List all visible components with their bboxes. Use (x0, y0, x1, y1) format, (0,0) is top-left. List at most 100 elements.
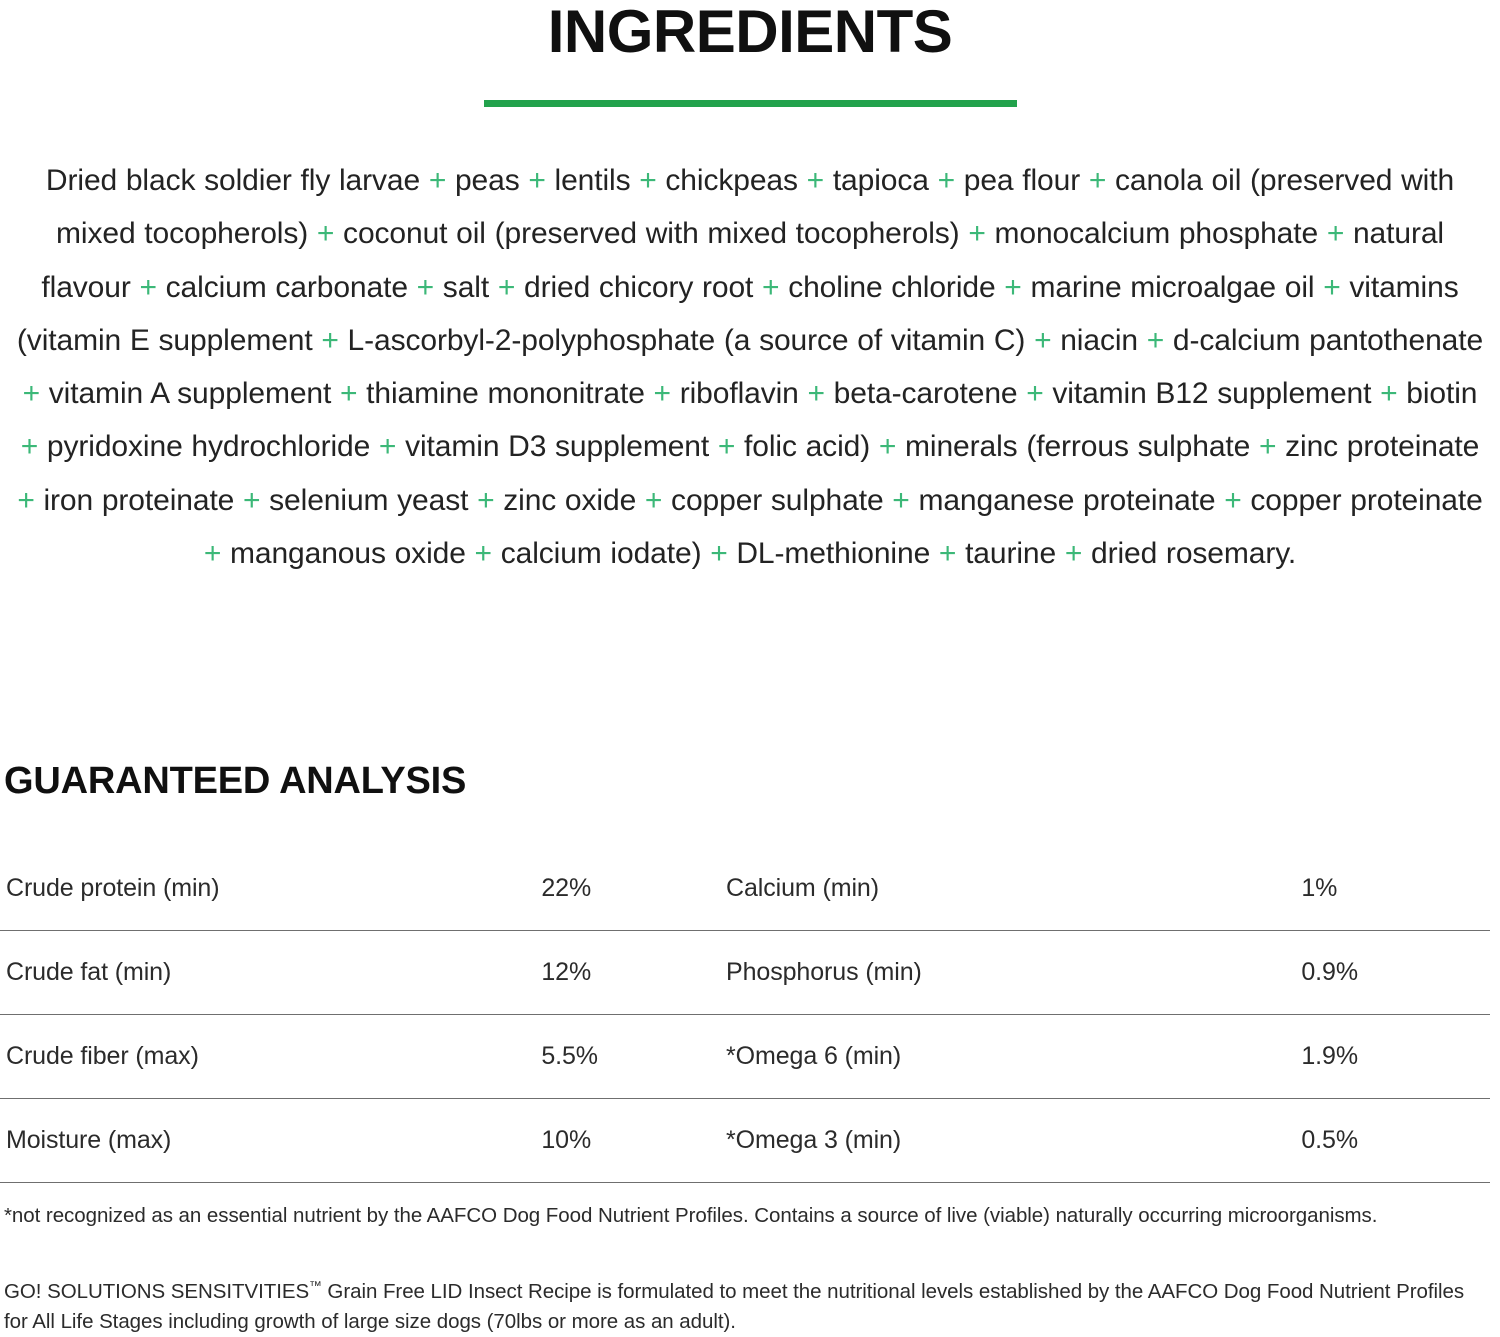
aafco-statement: GO! SOLUTIONS SENSITVITIES™ Grain Free L… (4, 1277, 1484, 1337)
ingredient-item: chickpeas (665, 164, 798, 197)
ingredient-item: canola oil (preserved with mixed tocophe… (56, 164, 1455, 251)
ingredient-item: lentils (554, 164, 631, 197)
ingredient-item: copper proteinate (1250, 483, 1483, 517)
ingredient-item: taurine (965, 537, 1057, 571)
ingredient-item: calcium carbonate (165, 270, 408, 304)
ingredient-separator: + (798, 377, 834, 411)
ingredient-separator: + (22, 377, 49, 411)
ingredient-separator: + (701, 537, 737, 571)
ingredient-item: zinc oxide (503, 483, 637, 517)
ingredient-item: thiamine mononitrate (366, 377, 645, 411)
ingredient-separator: + (17, 483, 44, 517)
ingredient-separator: + (870, 430, 906, 464)
nutrient-value: 1.9% (1301, 1042, 1358, 1070)
ingredient-item: monocalcium phosphate (994, 217, 1319, 251)
ingredient-item: vitamins (vitamin E supplement (16, 270, 1459, 357)
ingredient-item: pyridoxine hydrochloride (46, 430, 371, 464)
page-title: INGREDIENTS (547, 0, 953, 65)
ingredient-separator: + (1250, 430, 1286, 464)
ingredient-separator: + (1056, 537, 1091, 571)
ingredient-separator: + (312, 323, 348, 357)
ingredient-separator: + (930, 537, 966, 571)
nutrient-value: 10% (541, 1126, 592, 1154)
ingredient-separator: + (203, 537, 230, 571)
ingredient-item: iron proteinate (43, 483, 235, 517)
ingredient-item: pea flour (963, 164, 1081, 197)
nutrient-value: 5.5% (541, 1042, 598, 1070)
ingredient-item: biotin (1406, 377, 1478, 411)
ingredient-separator: + (883, 483, 919, 517)
ingredient-separator: + (995, 270, 1031, 304)
ingredient-separator: + (630, 164, 666, 197)
guaranteed-analysis-section: GUARANTEED ANALYSIS Crude protein (min) 2… (0, 762, 1500, 1183)
ingredient-separator: + (1318, 217, 1353, 251)
asterisk-footnote: *not recognized as an essential nutrient… (4, 1204, 1378, 1227)
nutrient-label: Moisture (max) (6, 1126, 172, 1154)
ingredient-separator: + (928, 164, 964, 197)
ingredient-separator: + (636, 483, 672, 517)
ingredient-separator: + (644, 377, 680, 411)
ingredient-separator: + (797, 164, 833, 197)
ingredient-item: folic acid) (744, 430, 871, 464)
ingredient-separator: + (519, 164, 555, 197)
ingredient-item: zinc proteinate (1285, 430, 1480, 464)
ingredient-item: vitamin B12 supplement (1052, 377, 1372, 411)
table-row: Moisture (max) 10% *Omega 3 (min) 0.5% (0, 1099, 1490, 1183)
ingredient-item: tapioca (832, 164, 929, 197)
ingredient-item: beta-carotene (833, 377, 1018, 411)
ingredient-separator: + (709, 430, 745, 464)
nutrient-value: 1% (1301, 874, 1338, 902)
ingredient-item: Dried black soldier fly larvae (45, 164, 421, 197)
ingredient-item: manganous oxide (229, 537, 466, 571)
ingredient-separator: + (1017, 377, 1053, 411)
ingredient-item: copper sulphate (671, 483, 884, 517)
ingredient-item: niacin (1060, 323, 1139, 357)
ingredient-item: manganese proteinate (918, 483, 1216, 517)
table-row: Crude protein (min) 22% Calcium (min) 1% (0, 847, 1490, 931)
ingredient-item: marine microalgae oil (1030, 270, 1315, 304)
ingredient-separator: + (130, 270, 166, 304)
ingredient-separator: + (370, 430, 406, 464)
nutrient-label: Phosphorus (min) (726, 958, 922, 986)
trademark-icon: ™ (309, 1278, 322, 1294)
nutrient-value: 12% (541, 958, 592, 986)
guaranteed-analysis-table: Crude protein (min) 22% Calcium (min) 1% Cru… (0, 847, 1490, 1183)
aafco-statement-text: Grain Free LID Insect Recipe is formulat… (4, 1280, 1465, 1333)
ingredient-item: dried rosemary. (1090, 537, 1297, 571)
ingredient-separator: + (465, 537, 501, 571)
ingredient-item: natural flavour (41, 217, 1444, 304)
ingredient-separator: + (1080, 164, 1115, 197)
nutrient-value: 0.9% (1301, 958, 1358, 986)
guaranteed-analysis-title: GUARANTEED ANALYSIS (4, 760, 467, 802)
ingredient-separator: + (468, 483, 504, 517)
table-row: Crude fiber (max) 5.5% *Omega 6 (min) 1.9% (0, 1015, 1490, 1099)
ingredient-item: DL-methionine (736, 537, 931, 571)
title-underline-rule (483, 100, 1017, 107)
ingredient-separator: + (489, 270, 524, 304)
ingredient-item: peas (454, 164, 520, 197)
nutrient-label: Crude protein (min) (6, 874, 220, 902)
ingredient-separator: + (407, 270, 443, 304)
ingredient-item: vitamin A supplement (48, 377, 332, 411)
ingredient-separator: + (1138, 323, 1173, 357)
ingredient-separator: + (420, 164, 455, 197)
ingredient-item: selenium yeast (269, 483, 469, 517)
nutrient-label: *Omega 6 (min) (726, 1042, 902, 1070)
ingredient-separator: + (234, 483, 270, 517)
ingredient-separator: + (1215, 483, 1251, 517)
ingredient-separator: + (1025, 323, 1061, 357)
table-row: Crude fat (min) 12% Phosphorus (min) 0.9% (0, 931, 1490, 1015)
ingredient-separator: + (753, 270, 789, 304)
ingredient-separator: + (20, 430, 47, 464)
nutrient-label: Crude fat (min) (6, 958, 172, 986)
nutrient-value: 0.5% (1301, 1126, 1358, 1154)
ingredient-item: dried chicory root (523, 270, 754, 304)
ingredient-item: vitamin D3 supplement (405, 430, 710, 464)
ingredient-item: choline chloride (788, 270, 996, 304)
ingredients-list: Dried black soldier fly larvae + peas + … (14, 154, 1486, 580)
ingredient-item: minerals (ferrous sulphate (905, 430, 1251, 464)
nutrient-label: Calcium (min) (726, 874, 879, 902)
ingredient-item: salt (442, 270, 490, 304)
nutrient-value: 22% (541, 874, 592, 902)
